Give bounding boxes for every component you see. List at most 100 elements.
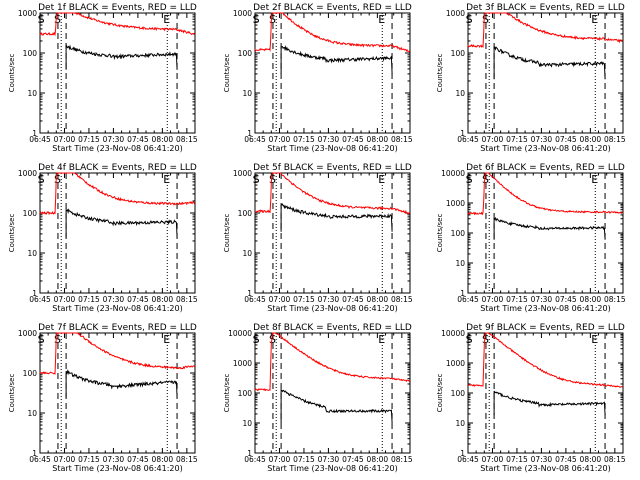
end-marker: E xyxy=(163,333,170,346)
x-tick-label: 06:45 xyxy=(29,295,51,304)
y-axis-label: Counts/sec xyxy=(8,214,16,253)
y-tick-label: 1000 xyxy=(18,169,37,178)
x-tick-label: 07:00 xyxy=(269,135,291,144)
x-tick-label: 07:15 xyxy=(293,455,315,464)
y-axis-label: Counts/sec xyxy=(223,54,231,93)
y-tick-label: 1000 xyxy=(446,199,465,208)
x-axis-label: Start Time (23-Nov-08 06:41:20) xyxy=(480,144,610,153)
x-tick-label: 08:15 xyxy=(604,295,626,304)
x-tick-label: 08:00 xyxy=(580,295,602,304)
events-series-line xyxy=(65,208,178,238)
y-tick-label: 10 xyxy=(242,89,252,98)
start-marker: S xyxy=(54,173,61,186)
plot-frame xyxy=(254,172,411,294)
x-tick-label: 06:45 xyxy=(244,455,266,464)
x-tick-label: 07:30 xyxy=(531,295,553,304)
lld-series-line xyxy=(467,332,623,388)
plot-frame xyxy=(39,172,196,294)
x-tick-label: 06:45 xyxy=(457,455,479,464)
panel-title: Det 7f BLACK = Events, RED = LLD xyxy=(38,323,197,333)
x-axis-label: Start Time (23-Nov-08 06:41:20) xyxy=(480,464,610,473)
y-tick-label: 1000 xyxy=(18,329,37,338)
plot-frame xyxy=(254,12,411,134)
x-axis-label: Start Time (23-Nov-08 06:41:20) xyxy=(267,144,397,153)
y-tick-label: 10000 xyxy=(441,329,465,338)
x-tick-label: 07:00 xyxy=(54,455,76,464)
end-marker: E xyxy=(378,173,385,186)
start-marker: S xyxy=(466,13,473,26)
x-tick-label: 08:00 xyxy=(152,295,174,304)
x-tick-label: 06:45 xyxy=(244,135,266,144)
x-tick-label: 08:15 xyxy=(176,135,198,144)
y-tick-label: 10 xyxy=(27,249,37,258)
x-tick-label: 07:45 xyxy=(127,295,149,304)
x-tick-label: 08:15 xyxy=(176,295,198,304)
y-tick-label: 100 xyxy=(23,49,38,58)
y-tick-label: 10000 xyxy=(441,169,465,178)
x-tick-label: 08:00 xyxy=(152,455,174,464)
lld-series-line xyxy=(39,172,196,216)
panel-det-6: Det 6f BLACK = Events, RED = LLD 1 10 100 10… xyxy=(436,163,626,313)
x-tick-label: 07:45 xyxy=(555,455,577,464)
y-tick-label: 100 xyxy=(238,209,253,218)
panel-det-5: Det 5f BLACK = Events, RED = LLD 1 10 100 10… xyxy=(223,163,413,313)
events-series-line xyxy=(280,45,393,74)
start-marker: S xyxy=(482,333,489,346)
x-tick-label: 08:00 xyxy=(367,455,389,464)
x-tick-label: 07:30 xyxy=(531,455,553,464)
end-marker: E xyxy=(163,13,170,26)
plot-frame xyxy=(39,12,196,134)
start-marker: S xyxy=(38,13,45,26)
plot-frame xyxy=(254,332,411,454)
x-tick-label: 08:15 xyxy=(391,455,413,464)
y-tick-label: 1 xyxy=(32,129,37,138)
x-tick-label: 07:15 xyxy=(293,295,315,304)
end-marker: E xyxy=(163,173,170,186)
start-marker: S xyxy=(466,333,473,346)
y-tick-label: 10 xyxy=(242,419,252,428)
start-marker: S xyxy=(466,173,473,186)
start-marker: S xyxy=(482,173,489,186)
x-tick-label: 07:15 xyxy=(78,135,100,144)
x-tick-label: 06:45 xyxy=(29,135,51,144)
x-tick-label: 06:45 xyxy=(29,455,51,464)
x-tick-label: 07:45 xyxy=(342,135,364,144)
x-tick-label: 07:45 xyxy=(555,135,577,144)
x-tick-label: 08:15 xyxy=(391,135,413,144)
y-tick-label: 1000 xyxy=(233,359,252,368)
panel-det-3: Det 3f BLACK = Events, RED = LLD 1 10 100 10… xyxy=(436,3,626,153)
x-tick-label: 06:45 xyxy=(457,295,479,304)
y-tick-label: 1000 xyxy=(446,359,465,368)
y-tick-label: 10 xyxy=(455,259,465,268)
plot-frame xyxy=(467,172,624,294)
start-marker: S xyxy=(38,333,45,346)
x-tick-label: 07:00 xyxy=(54,295,76,304)
y-tick-label: 1 xyxy=(32,289,37,298)
y-axis-label: Counts/sec xyxy=(436,54,444,93)
panel-title: Det 5f BLACK = Events, RED = LLD xyxy=(253,163,412,173)
x-tick-label: 07:45 xyxy=(127,455,149,464)
x-tick-label: 07:45 xyxy=(555,295,577,304)
start-marker: S xyxy=(269,13,276,26)
panel-det-1: Det 1f BLACK = Events, RED = LLD 1 10 100 10… xyxy=(8,3,198,153)
panel-det-4: Det 4f BLACK = Events, RED = LLD 1 10 100 10… xyxy=(8,163,198,313)
x-tick-label: 07:15 xyxy=(293,135,315,144)
x-axis-label: Start Time (23-Nov-08 06:41:20) xyxy=(52,304,182,313)
x-tick-label: 08:00 xyxy=(367,135,389,144)
y-axis-label: Counts/sec xyxy=(223,374,231,413)
x-tick-label: 07:00 xyxy=(482,135,504,144)
lld-series-line xyxy=(39,12,196,37)
x-axis-label: Start Time (23-Nov-08 06:41:20) xyxy=(480,304,610,313)
x-tick-label: 08:00 xyxy=(152,135,174,144)
x-tick-label: 07:30 xyxy=(318,295,340,304)
y-axis-label: Counts/sec xyxy=(436,214,444,253)
x-tick-label: 06:45 xyxy=(457,135,479,144)
y-tick-label: 100 xyxy=(451,49,466,58)
x-tick-label: 07:30 xyxy=(103,455,125,464)
y-tick-label: 100 xyxy=(23,369,38,378)
x-tick-label: 08:15 xyxy=(604,135,626,144)
panel-title: Det 3f BLACK = Events, RED = LLD xyxy=(466,3,625,13)
panel-det-8: Det 8f BLACK = Events, RED = LLD 1 10 100 10… xyxy=(223,323,413,473)
x-tick-label: 07:00 xyxy=(54,135,76,144)
x-tick-label: 08:15 xyxy=(391,295,413,304)
